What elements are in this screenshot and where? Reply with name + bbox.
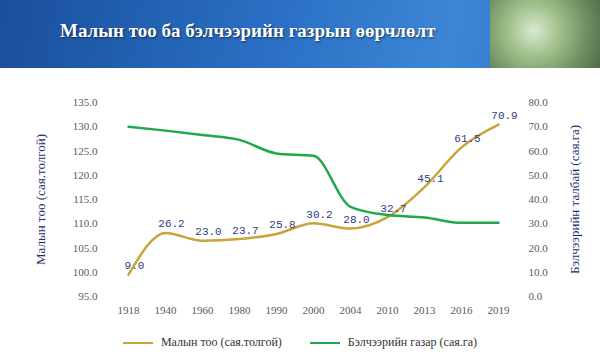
html-text:Бэлчээрийн газар (сая.га): Бэлчээрийн газар (сая.га) <box>347 335 478 349</box>
svg-text:60.0: 60.0 <box>529 145 549 157</box>
svg-text:30.0: 30.0 <box>529 217 549 229</box>
svg-text:2019: 2019 <box>488 304 511 316</box>
svg-text:20.0: 20.0 <box>529 242 549 254</box>
svg-text:30.2: 30.2 <box>306 209 332 221</box>
svg-text:26.2: 26.2 <box>158 218 184 230</box>
svg-text:2004: 2004 <box>340 304 363 316</box>
svg-text:70.0: 70.0 <box>529 120 549 132</box>
svg-text:110.0: 110.0 <box>73 217 98 229</box>
svg-text:95.0: 95.0 <box>78 290 98 302</box>
svg-text:80.0: 80.0 <box>529 96 549 108</box>
html-text:Малын тоо (сая.толгой): Малын тоо (сая.толгой) <box>160 335 282 349</box>
svg-text:32.7: 32.7 <box>380 203 406 215</box>
html-text:Малын тоо ба бэлчээрийн газрын: Малын тоо ба бэлчээрийн газрын өөрчлөлт <box>60 20 436 41</box>
svg-text:45.1: 45.1 <box>417 173 444 185</box>
svg-text:1940: 1940 <box>155 304 178 316</box>
svg-text:23.0: 23.0 <box>195 226 221 238</box>
svg-text:0.0: 0.0 <box>529 290 543 302</box>
svg-text:2000: 2000 <box>303 304 326 316</box>
svg-text:1960: 1960 <box>192 304 215 316</box>
svg-text:9.0: 9.0 <box>125 260 145 272</box>
svg-text:2016: 2016 <box>451 304 474 316</box>
svg-text:50.0: 50.0 <box>529 169 549 181</box>
svg-text:2013: 2013 <box>414 304 437 316</box>
svg-text:1980: 1980 <box>229 304 252 316</box>
svg-text:100.0: 100.0 <box>73 266 98 278</box>
svg-text:125.0: 125.0 <box>73 145 98 157</box>
svg-text:61.5: 61.5 <box>454 133 480 145</box>
svg-text:Малын тоо (сая.толгой): Малын тоо (сая.толгой) <box>33 134 48 265</box>
svg-text:70.9: 70.9 <box>491 110 517 122</box>
svg-text:40.0: 40.0 <box>529 193 549 205</box>
svg-text:2010: 2010 <box>377 304 400 316</box>
svg-text:120.0: 120.0 <box>73 169 98 181</box>
svg-text:10.0: 10.0 <box>529 266 549 278</box>
svg-text:25.8: 25.8 <box>269 219 295 231</box>
svg-text:135.0: 135.0 <box>73 96 98 108</box>
svg-text:Бэлчээрийн талбай (сая.га): Бэлчээрийн талбай (сая.га) <box>567 125 582 274</box>
svg-text:1918: 1918 <box>118 304 141 316</box>
svg-text:28.0: 28.0 <box>343 214 369 226</box>
svg-text:130.0: 130.0 <box>73 120 98 132</box>
svg-text:105.0: 105.0 <box>73 242 98 254</box>
svg-text:23.7: 23.7 <box>232 225 258 237</box>
svg-text:115.0: 115.0 <box>73 193 98 205</box>
svg-text:1990: 1990 <box>266 304 289 316</box>
